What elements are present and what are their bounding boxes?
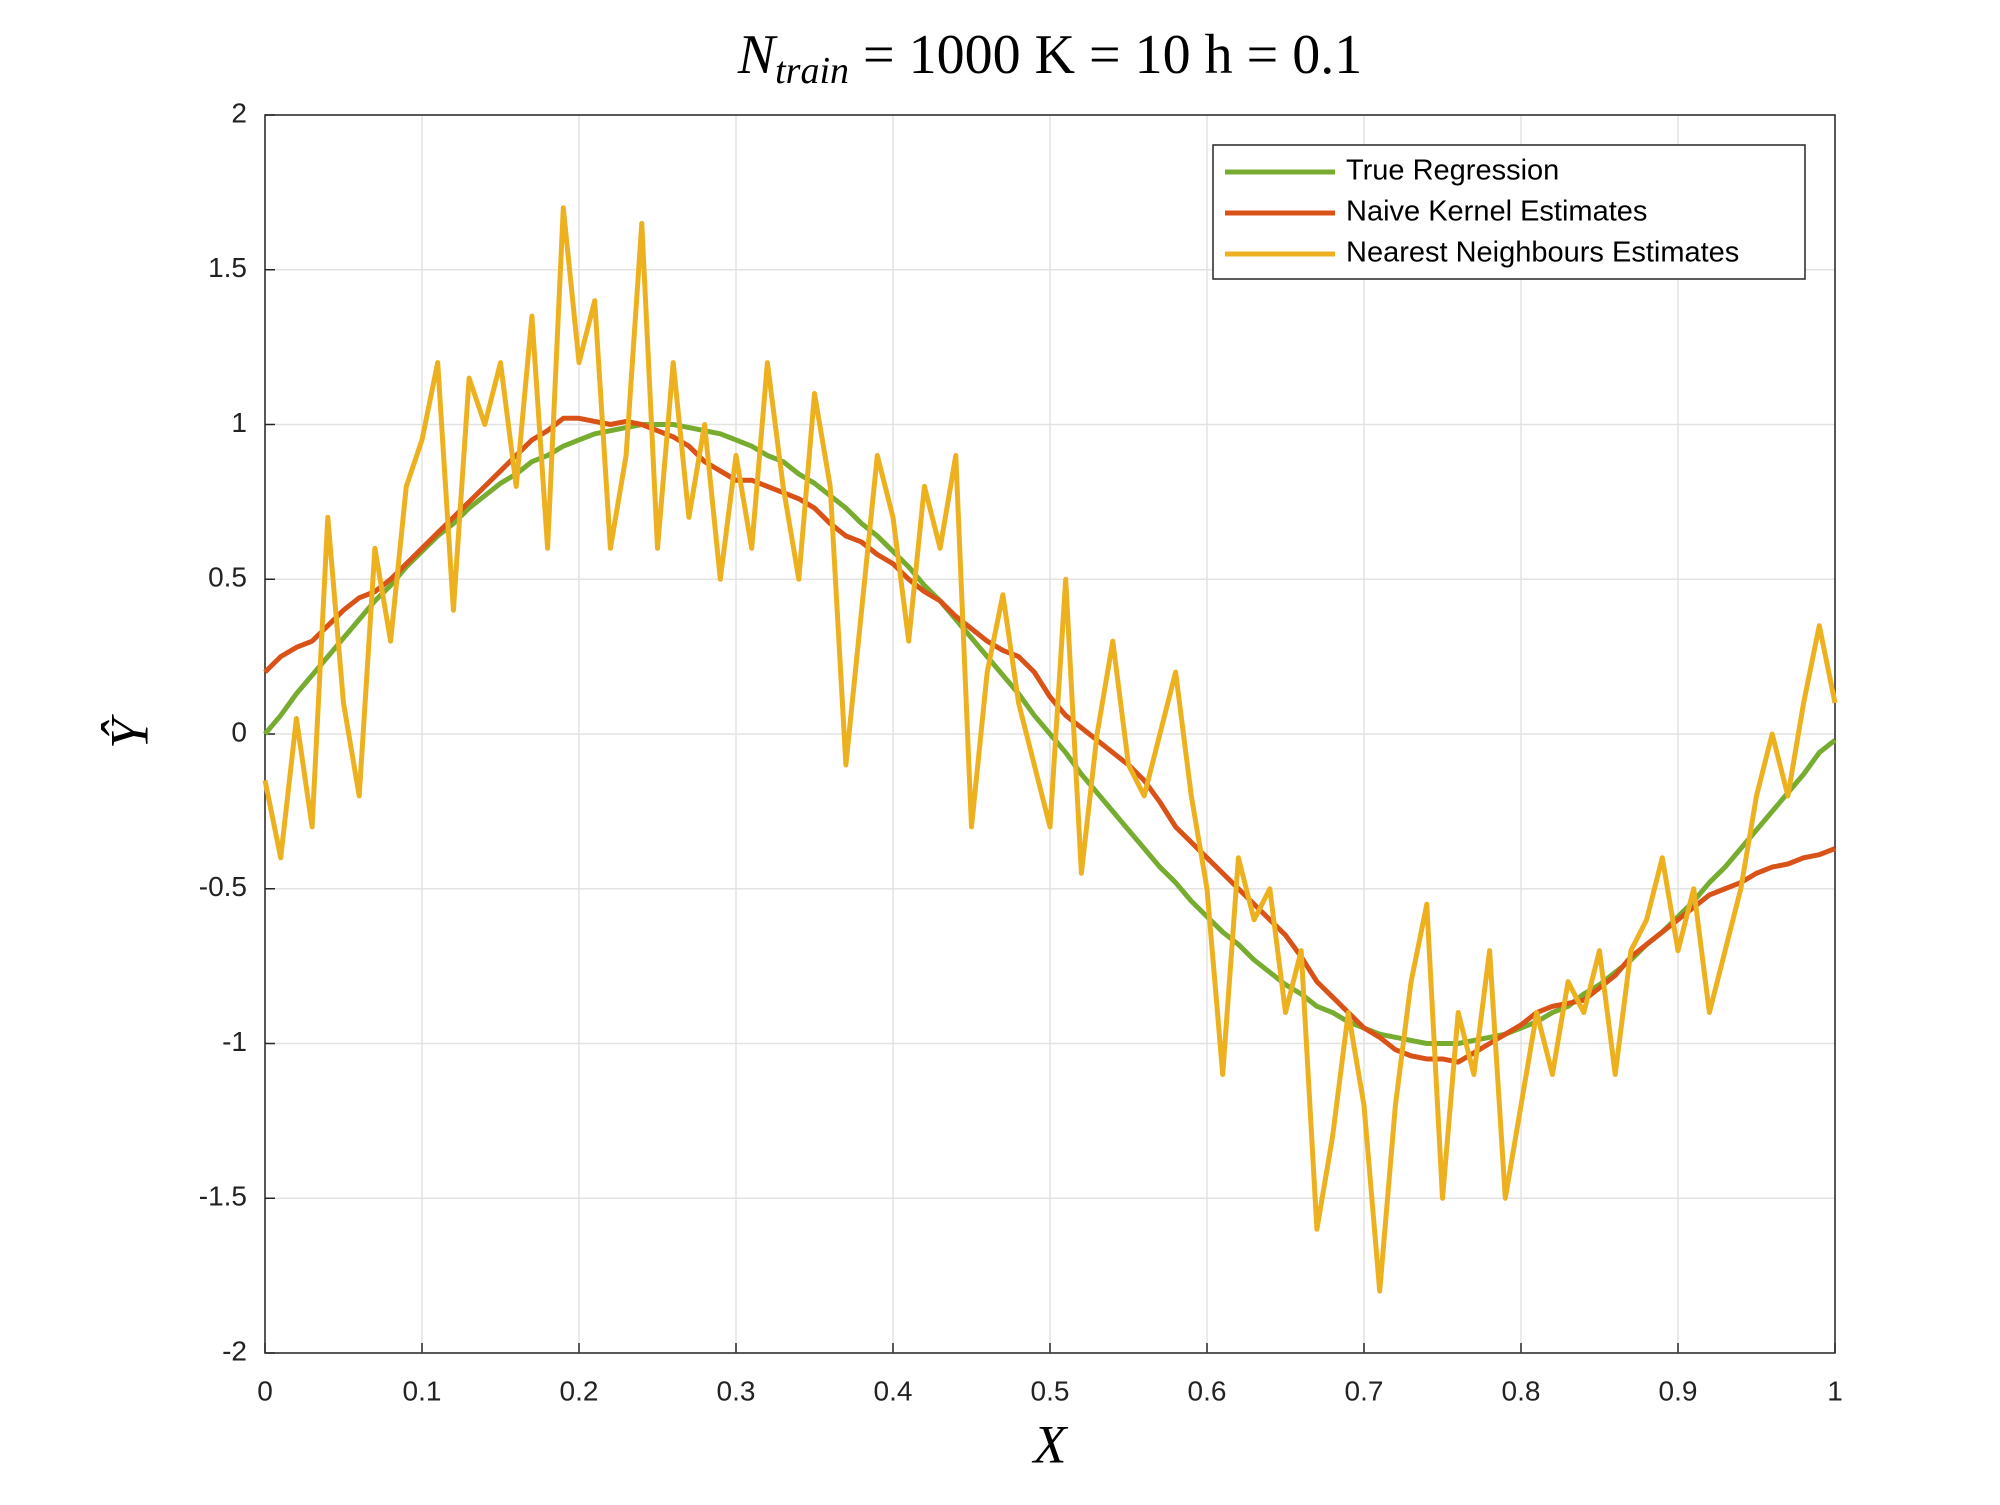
x-tick-label: 0 [257, 1375, 273, 1406]
x-tick-label: 0.1 [403, 1375, 442, 1406]
legend-label: Nearest Neighbours Estimates [1346, 237, 1739, 269]
y-axis-label: Ŷ [99, 714, 159, 749]
x-tick-label: 0.5 [1031, 1375, 1070, 1406]
title-rest: = 1000 K = 10 h = 0.1 [863, 24, 1362, 86]
y-tick-label: -2 [222, 1335, 247, 1366]
y-tick-label: -1 [222, 1026, 247, 1057]
x-tick-label: 1 [1827, 1375, 1843, 1406]
y-tick-label: 1 [231, 407, 247, 438]
x-tick-label: 0.3 [717, 1375, 756, 1406]
y-tick-label: 2 [231, 97, 247, 128]
series-line [262, 205, 1838, 1294]
title-sub: train [775, 50, 849, 92]
legend: True Regression Naive Kernel Estimates Nea… [1212, 144, 1806, 280]
y-tick-label: 0 [231, 716, 247, 747]
legend-label: Naive Kernel Estimates [1346, 196, 1647, 228]
x-axis-label: X [1032, 1414, 1069, 1474]
title-main: N [737, 24, 778, 86]
x-tick-label: 0.6 [1188, 1375, 1227, 1406]
x-tick-label: 0.4 [874, 1375, 913, 1406]
x-tick-label: 0.8 [1502, 1375, 1541, 1406]
x-tick-label: 0.2 [560, 1375, 599, 1406]
chart-title: Ntrain = 1000 K = 10 h = 0.1 [737, 24, 1362, 92]
y-tick-label: 1.5 [208, 252, 247, 283]
y-tick-label: -1.5 [199, 1181, 247, 1212]
x-tick-label: 0.9 [1659, 1375, 1698, 1406]
y-tick-label: -0.5 [199, 871, 247, 902]
y-tick-label: 0.5 [208, 562, 247, 593]
legend-label: True Regression [1346, 155, 1559, 187]
series-line [263, 415, 1836, 1065]
x-tick-label: 0.7 [1345, 1375, 1384, 1406]
